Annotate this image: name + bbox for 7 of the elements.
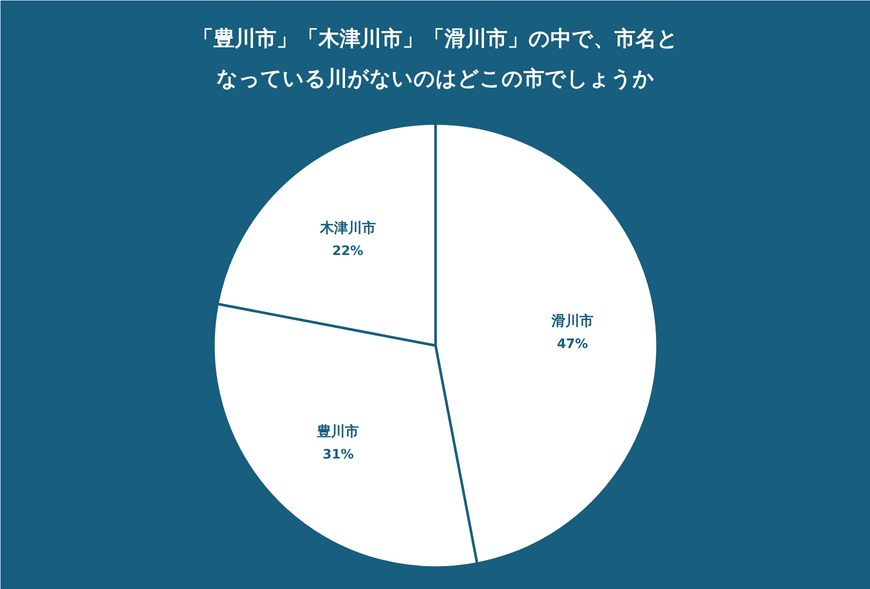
data-label: 22% <box>332 244 364 259</box>
slice-label: 滑川市 <box>550 312 594 330</box>
data-label: 31% <box>322 447 354 462</box>
slice-label: 木津川市 <box>318 219 376 236</box>
data-label: 47% <box>556 337 588 352</box>
chart-title: 「豊川市」「木津川市」「滑川市」の中で、市名となっている川がないのはどこの市でしょうか <box>192 26 678 90</box>
slice-label: 豊川市 <box>316 422 360 440</box>
